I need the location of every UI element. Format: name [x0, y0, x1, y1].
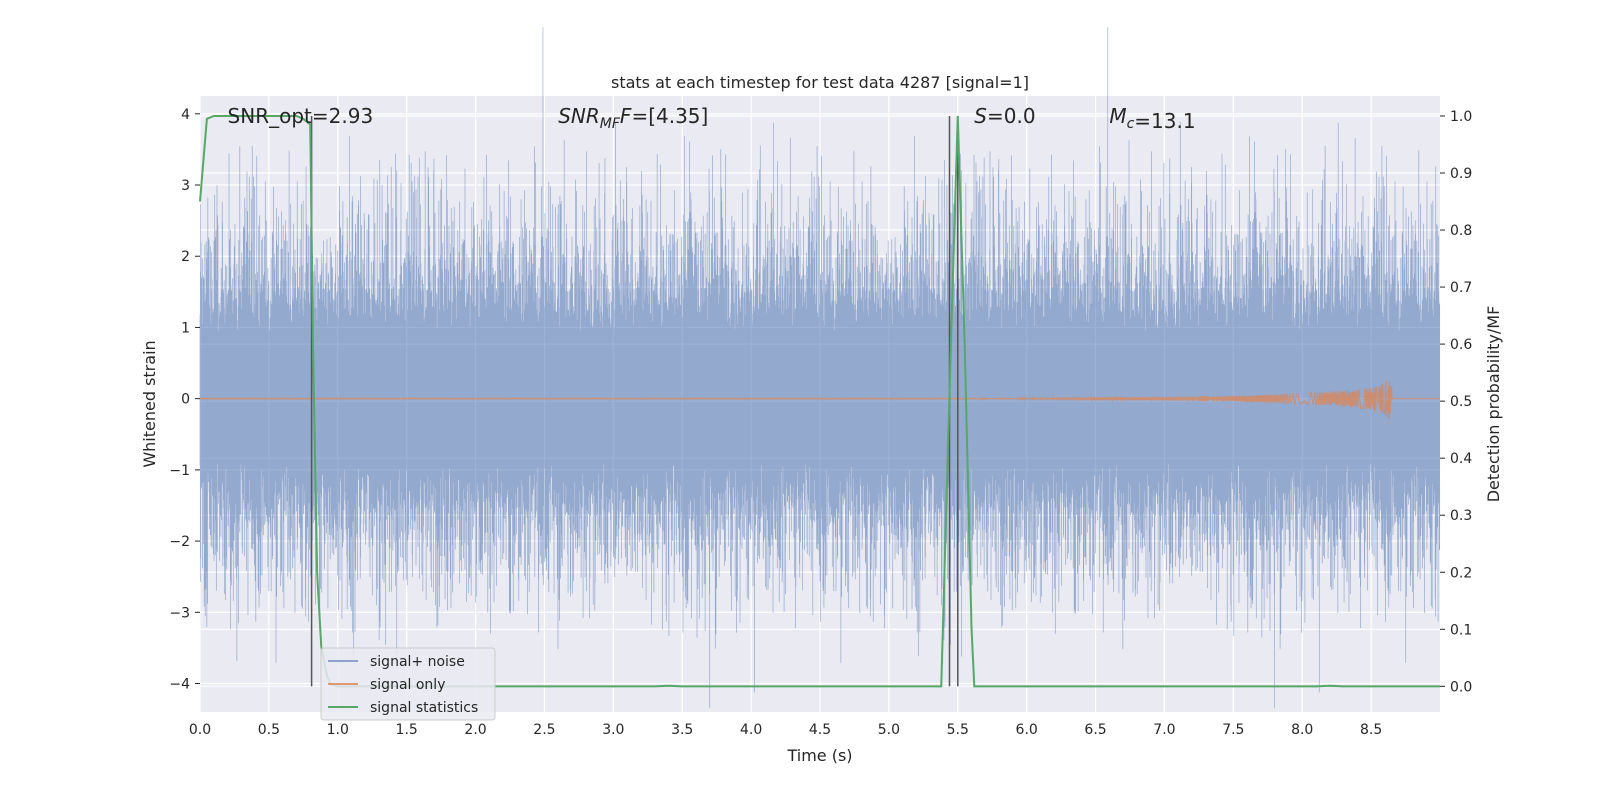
y-axis-ticks: −4 −3 −2 −1 0 1 2 3 4 [169, 107, 200, 693]
y2-tick-label: 0.1 [1450, 622, 1472, 638]
noise-series-layer [199, 27, 1441, 708]
y-tick-label: 1 [181, 320, 190, 336]
y-tick-label: 3 [181, 178, 190, 194]
noise-trace [199, 27, 1441, 708]
y2-tick-label: 0.8 [1450, 223, 1472, 239]
legend-label-noise: signal+ noise [370, 654, 465, 670]
y2-tick-label: 0.7 [1450, 280, 1472, 296]
annotation-snr_mf: SNRMFF=[4.35] [558, 104, 708, 132]
x-tick-label: 4.0 [740, 722, 762, 738]
x-axis-label: Time (s) [786, 746, 852, 765]
x-tick-label: 6.0 [1016, 722, 1038, 738]
signal-series-layer [199, 380, 1440, 420]
x-tick-label: 2.5 [533, 722, 555, 738]
y2-tick-label: 0.2 [1450, 565, 1472, 581]
y2-tick-label: 0.6 [1450, 337, 1472, 353]
y-axis-label: Whitened strain [140, 340, 159, 467]
x-tick-label: 6.5 [1084, 722, 1106, 738]
y-tick-label: −3 [169, 605, 190, 621]
y2-axis-ticks: 0.0 0.1 0.2 0.3 0.4 0.5 0.6 0.7 0.8 0.9 1.0 [1440, 109, 1472, 695]
y-tick-label: 2 [181, 249, 190, 265]
legend: signal+ noise signal only signal statist… [320, 647, 496, 721]
x-tick-label: 4.5 [809, 722, 831, 738]
x-axis-ticks: 0.0 0.5 1.0 1.5 2.0 2.5 3.0 3.5 4.0 4.5 5.0 5.5 6.0 6… [189, 722, 1382, 738]
legend-label-signal: signal only [370, 677, 445, 693]
y2-tick-label: 0.3 [1450, 508, 1472, 524]
x-tick-label: 7.0 [1153, 722, 1175, 738]
x-tick-label: 3.0 [602, 722, 624, 738]
x-tick-label: 8.5 [1360, 722, 1382, 738]
x-tick-label: 0.5 [258, 722, 280, 738]
x-tick-label: 1.0 [327, 722, 349, 738]
x-tick-label: 8.0 [1291, 722, 1313, 738]
y2-tick-label: 0.4 [1450, 451, 1472, 467]
annotation-mc: Mc=13.1 [1109, 104, 1195, 133]
legend-box [320, 647, 496, 721]
y-tick-label: −4 [169, 677, 190, 693]
y-tick-label: 0 [181, 392, 190, 408]
x-tick-label: 5.5 [947, 722, 969, 738]
x-tick-label: 2.0 [464, 722, 486, 738]
signal-trace [199, 380, 1440, 420]
x-tick-label: 5.0 [878, 722, 900, 738]
annotation-layer: SNR_opt=2.93 SNRMFF=[4.35] S=0.0 Mc=13.1 [228, 104, 1196, 133]
annotation-snr_opt: SNR_opt=2.93 [228, 104, 374, 128]
legend-label-statistics: signal statistics [370, 700, 478, 716]
y-tick-label: −1 [169, 463, 190, 479]
annotation-s: S=0.0 [974, 104, 1035, 128]
x-tick-label: 1.5 [396, 722, 418, 738]
y-tick-label: −2 [169, 534, 190, 550]
y2-tick-label: 0.0 [1450, 679, 1472, 695]
chart-title: stats at each timestep for test data 428… [611, 73, 1029, 92]
x-tick-label: 7.5 [1222, 722, 1244, 738]
y2-tick-label: 1.0 [1450, 109, 1472, 125]
x-tick-label: 3.5 [671, 722, 693, 738]
x-tick-label: 0.0 [189, 722, 211, 738]
y2-tick-label: 0.5 [1450, 394, 1472, 410]
y2-tick-label: 0.9 [1450, 166, 1472, 182]
y-tick-label: 4 [181, 107, 190, 123]
y2-axis-label: Detection probability/MF [1484, 306, 1503, 503]
